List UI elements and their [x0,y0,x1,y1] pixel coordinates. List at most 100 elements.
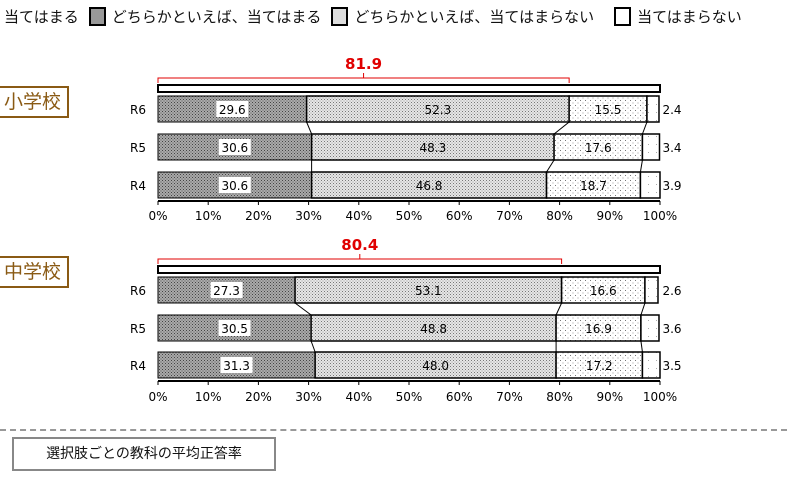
data-label: 27.3 [213,284,240,298]
bar-segment [553,133,644,161]
category-label-R4: R4 [130,359,146,373]
connector-line [553,121,570,135]
legend-swatch-4 [614,7,632,26]
bar-segment [639,171,661,199]
data-label: 31.3 [223,359,250,373]
connector-line [546,159,555,173]
data-label: 48.0 [422,359,449,373]
bracket-total-label: 80.4 [341,236,378,254]
bracket-total-label: 81.9 [345,55,382,73]
label-background [210,282,243,298]
legend-label-4: 当てはまらない [637,8,742,26]
section-heading-box: 選択肢ごとの教科の平均正答率 [12,437,276,471]
bar-segment [555,351,644,379]
data-label: 53.1 [415,284,442,298]
legend-label-2: どちらかといえば、当てはまる [111,8,322,26]
x-tick-label: 70% [496,390,523,404]
connector-line [306,121,313,135]
bar-segment [310,133,555,161]
top-frame-bar [157,265,661,274]
x-tick-label: 30% [295,390,322,404]
connector-line [310,340,316,353]
x-tick-label: 20% [245,209,272,223]
label-background [220,357,253,373]
x-tick-label: 40% [345,390,372,404]
legend-swatch-2 [88,7,106,26]
data-label: 30.6 [221,141,248,155]
bar-segment [310,171,548,199]
bracket [157,254,563,264]
category-label-R5: R5 [130,322,146,336]
data-label: 3.9 [662,179,681,193]
x-tick-label: 60% [446,209,473,223]
category-label-R4: R4 [130,179,146,193]
x-tick-label: 10% [195,390,222,404]
junior-high-label: 中学校 [0,256,70,288]
x-tick-label: 80% [546,390,573,404]
data-label: 46.8 [416,179,443,193]
data-label: 48.3 [419,141,446,155]
section-divider [0,429,787,431]
bar-segment [644,276,659,304]
label-background [218,139,251,155]
bar-segment [641,133,661,161]
x-tick-label: 70% [496,209,523,223]
category-label-R5: R5 [130,141,146,155]
x-tick-label: 0% [148,390,167,404]
data-label: 16.9 [585,322,612,336]
category-label-R6: R6 [130,103,146,117]
connector-line [641,121,648,135]
data-label: 16.6 [590,284,617,298]
x-tick-label: 100% [643,390,677,404]
label-background [218,177,251,193]
label-background [218,320,251,336]
data-label: 2.6 [662,284,681,298]
top-frame-bar [157,84,661,93]
bar-segment [646,95,660,123]
connector-line [294,302,312,316]
bar-segment [314,351,557,379]
connector-line [555,302,563,316]
stacked-bar-charts: 81.9 R6 29.6 52.3 15.5 2.4 R5 30.6 48.3 17.6 3.4 R4… [130,55,682,404]
data-label: 52.3 [425,103,452,117]
data-label: 30.5 [221,322,248,336]
data-label: 17.6 [585,141,612,155]
bar-segment [310,314,557,342]
data-label: 29.6 [219,103,246,117]
data-label: 17.2 [586,359,613,373]
data-label: 3.4 [662,141,681,155]
data-label: 18.7 [580,179,607,193]
x-tick-label: 20% [245,390,272,404]
connector-line [640,340,643,353]
x-tick-label: 40% [345,209,372,223]
x-tick-label: 60% [446,390,473,404]
data-label: 30.6 [221,179,248,193]
x-tick-label: 50% [396,209,423,223]
x-tick-label: 100% [643,209,677,223]
legend-label-1: 当てはまる [4,8,79,26]
connector-line [639,159,643,173]
x-tick-label: 10% [195,209,222,223]
bar-segment [641,351,661,379]
data-label: 3.6 [662,322,681,336]
bar-segment [560,276,646,304]
x-tick-label: 50% [396,390,423,404]
x-tick-label: 0% [148,209,167,223]
legend: 当てはまる どちらかといえば、当てはまる どちらかといえば、当てはまらない 当て… [4,6,742,27]
data-label: 3.5 [662,359,681,373]
x-tick-label: 90% [596,209,623,223]
label-background [216,101,249,117]
category-label-R6: R6 [130,284,146,298]
data-label: 2.4 [662,103,681,117]
data-label: 15.5 [595,103,622,117]
legend-swatch-3 [331,7,349,26]
x-tick-label: 80% [546,209,573,223]
x-tick-label: 90% [596,390,623,404]
elementary-label: 小学校 [0,86,70,118]
bar-segment [640,314,660,342]
bracket [157,73,570,83]
connector-line [640,302,646,316]
data-label: 48.8 [420,322,447,336]
legend-label-3: どちらかといえば、当てはまらない [354,8,595,26]
x-tick-label: 30% [295,209,322,223]
